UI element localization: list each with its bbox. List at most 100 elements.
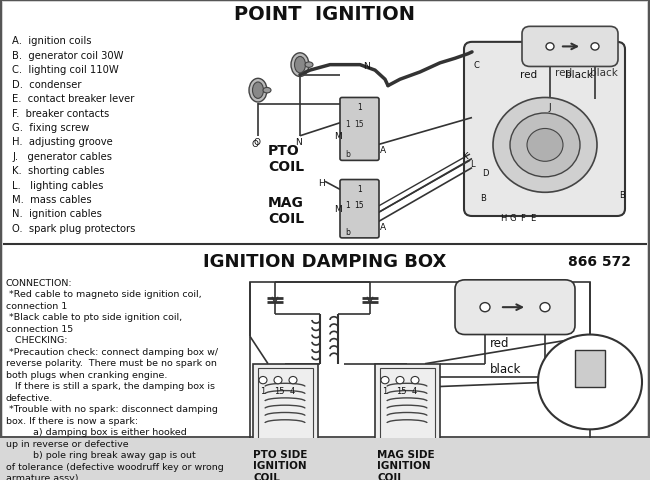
Text: b: b [345, 228, 350, 237]
Text: G: G [510, 214, 517, 223]
Text: *Trouble with no spark: disconnect damping: *Trouble with no spark: disconnect dampi… [6, 405, 218, 413]
Text: B: B [480, 194, 486, 203]
Circle shape [493, 98, 597, 193]
Text: 15: 15 [274, 386, 285, 395]
Text: F.  breaker contacts: F. breaker contacts [12, 108, 109, 118]
Text: CONNECTION:: CONNECTION: [6, 278, 73, 288]
Text: 15: 15 [396, 386, 406, 395]
Circle shape [538, 335, 642, 430]
Text: H: H [318, 179, 325, 187]
Text: 4: 4 [290, 386, 295, 395]
Text: J.   generator cables: J. generator cables [12, 151, 112, 161]
Text: 866 572: 866 572 [568, 255, 631, 269]
Bar [3, 246, 647, 436]
Text: 1: 1 [382, 386, 387, 395]
Text: *Precaution check: connect damping box w/: *Precaution check: connect damping box w… [6, 347, 218, 356]
Circle shape [591, 44, 599, 51]
Text: D: D [482, 168, 489, 177]
Circle shape [411, 377, 419, 384]
Text: red: red [490, 336, 510, 349]
Text: O.  spark plug protectors: O. spark plug protectors [12, 223, 135, 233]
Bar [250, 282, 590, 459]
Text: POINT  IGNITION: POINT IGNITION [235, 5, 415, 24]
Ellipse shape [252, 83, 263, 99]
Text: armature assy): armature assy) [6, 473, 79, 480]
Text: G.  fixing screw: G. fixing screw [12, 123, 89, 132]
Text: O: O [253, 137, 260, 146]
Text: L.   lighting cables: L. lighting cables [12, 180, 103, 190]
Text: MAG
COIL: MAG COIL [268, 196, 304, 226]
Text: PTO
COIL: PTO COIL [268, 144, 304, 174]
Text: 1: 1 [357, 103, 362, 112]
Text: 15: 15 [354, 200, 363, 209]
FancyBboxPatch shape [464, 43, 625, 216]
Text: E: E [530, 214, 535, 223]
Circle shape [527, 129, 563, 162]
Circle shape [540, 303, 550, 312]
Circle shape [510, 114, 580, 178]
Text: box. If there is now a spark:: box. If there is now a spark: [6, 416, 138, 425]
FancyBboxPatch shape [340, 98, 379, 161]
Text: E.  contact breaker lever: E. contact breaker lever [12, 94, 135, 104]
Ellipse shape [263, 88, 271, 94]
Text: H.  adjusting groove: H. adjusting groove [12, 137, 112, 147]
Bar [375, 364, 440, 446]
Text: IGNITION DAMPING BOX: IGNITION DAMPING BOX [203, 253, 447, 271]
Text: 4: 4 [412, 386, 417, 395]
Text: F: F [520, 214, 525, 223]
Ellipse shape [305, 63, 313, 68]
Text: black: black [565, 70, 593, 80]
Text: 1: 1 [357, 185, 362, 194]
Text: N: N [363, 62, 370, 71]
FancyBboxPatch shape [455, 280, 575, 335]
Text: 1: 1 [345, 200, 350, 209]
Circle shape [259, 377, 267, 384]
Text: both plugs when cranking engine.: both plugs when cranking engine. [6, 370, 168, 379]
Circle shape [546, 44, 554, 51]
Circle shape [381, 377, 389, 384]
FancyBboxPatch shape [340, 180, 379, 239]
Text: black: black [490, 362, 521, 375]
Text: a) damping box is either hooked: a) damping box is either hooked [6, 428, 187, 436]
Text: L: L [470, 159, 474, 168]
Text: *Black cable to pto side ignition coil,: *Black cable to pto side ignition coil, [6, 313, 182, 322]
Circle shape [396, 377, 404, 384]
Text: red: red [555, 68, 572, 78]
Text: black: black [590, 68, 618, 78]
Circle shape [289, 377, 297, 384]
Text: 15: 15 [354, 120, 363, 129]
Text: b) pole ring break away gap is out: b) pole ring break away gap is out [6, 450, 196, 459]
Text: O: O [252, 140, 259, 149]
Text: b: b [345, 150, 350, 159]
Text: PTO SIDE
IGNITION
COIL: PTO SIDE IGNITION COIL [253, 449, 307, 480]
Bar [575, 350, 605, 387]
Bar [380, 369, 435, 441]
Text: N.  ignition cables: N. ignition cables [12, 209, 102, 219]
FancyBboxPatch shape [522, 27, 618, 67]
Text: M: M [334, 205, 342, 214]
Text: M: M [334, 132, 342, 141]
Circle shape [480, 303, 490, 312]
Text: 1: 1 [345, 120, 350, 129]
Text: M.  mass cables: M. mass cables [12, 194, 92, 204]
Text: N: N [295, 137, 302, 146]
Circle shape [274, 377, 282, 384]
Text: MAG SIDE
IGNITION
COII: MAG SIDE IGNITION COII [377, 449, 435, 480]
Text: C: C [474, 61, 480, 70]
Text: C.  lighting coil 110W: C. lighting coil 110W [12, 65, 119, 75]
Text: If there is still a spark, the damping box is: If there is still a spark, the damping b… [6, 382, 215, 391]
Ellipse shape [249, 79, 267, 103]
Ellipse shape [291, 54, 309, 77]
Ellipse shape [294, 57, 305, 74]
Bar [253, 364, 318, 446]
Text: D.  condenser: D. condenser [12, 80, 81, 89]
Text: *Red cable to magneto side ignition coil,: *Red cable to magneto side ignition coil… [6, 290, 202, 299]
Bar [258, 369, 313, 441]
Text: K.  shorting cables: K. shorting cables [12, 166, 105, 176]
Text: K: K [462, 152, 467, 161]
Text: B: B [619, 191, 625, 200]
Text: defective.: defective. [6, 393, 53, 402]
Text: up in reverse or defective: up in reverse or defective [6, 439, 129, 448]
Text: connection 15: connection 15 [6, 324, 73, 333]
Bar [3, 3, 647, 244]
